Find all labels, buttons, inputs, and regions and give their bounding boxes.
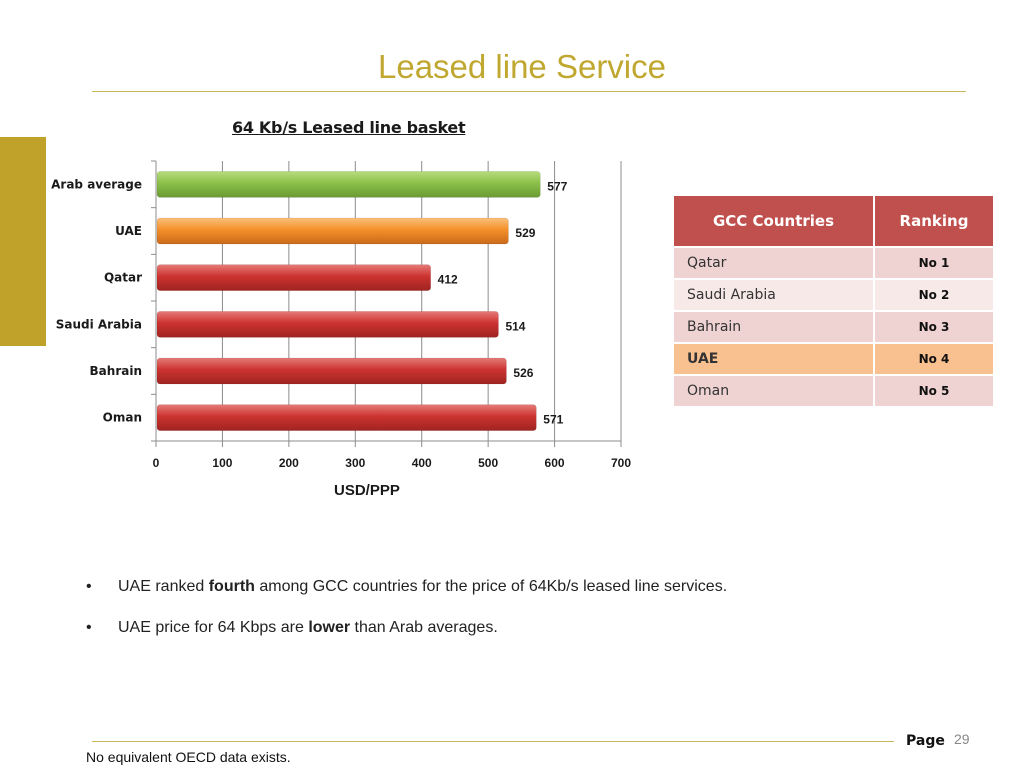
rank-cell: No 4: [875, 342, 995, 374]
page-number: 29: [954, 731, 970, 747]
rank-cell: No 1: [875, 246, 995, 278]
header-gcc-countries: GCC Countries: [674, 196, 875, 246]
data-label: 571: [543, 413, 563, 427]
bullet-text: UAE ranked: [118, 578, 209, 595]
country-cell: UAE: [674, 342, 875, 374]
ranking-header-row: GCC Countries Ranking: [674, 196, 995, 246]
accent-block: [0, 137, 46, 346]
data-label: 577: [547, 179, 567, 193]
x-tick-label: 500: [478, 456, 498, 470]
country-cell: Bahrain: [674, 310, 875, 342]
rank-cell: No 2: [875, 278, 995, 310]
data-label: 514: [505, 319, 525, 333]
x-tick-label: 100: [212, 456, 232, 470]
x-tick-label: 600: [545, 456, 565, 470]
ranking-row: Saudi Arabia No 2: [674, 278, 995, 310]
ranking-row: Oman No 5: [674, 374, 995, 406]
bullet-item: • UAE ranked fourth among GCC countries …: [86, 576, 727, 617]
footnote: No equivalent OECD data exists.: [86, 749, 291, 765]
category-label: Saudi Arabia: [56, 317, 142, 331]
rank-cell: No 3: [875, 310, 995, 342]
bullet-emphasis: fourth: [208, 578, 255, 595]
data-label: 526: [513, 366, 533, 380]
bullet-item: • UAE price for 64 Kbps are lower than A…: [86, 617, 727, 658]
bar: [156, 357, 507, 385]
chart-title: 64 Kb/s Leased line basket: [232, 118, 466, 137]
bar: [156, 264, 431, 291]
footer-divider: [92, 741, 894, 742]
x-tick-label: 0: [153, 456, 160, 470]
country-cell: Oman: [674, 374, 875, 406]
x-tick-label: 200: [279, 456, 299, 470]
category-label: Qatar: [104, 271, 142, 285]
category-label: Bahrain: [90, 364, 142, 378]
bullet-text: UAE price for 64 Kbps are: [118, 619, 309, 636]
bullet-text: than Arab averages.: [350, 619, 498, 636]
category-label: Arab average: [51, 177, 142, 191]
x-tick-label: 300: [345, 456, 365, 470]
data-label: 412: [438, 273, 458, 287]
country-cell: Saudi Arabia: [674, 278, 875, 310]
category-label: UAE: [115, 224, 142, 238]
header-ranking: Ranking: [875, 196, 995, 246]
ranking-row: Bahrain No 3: [674, 310, 995, 342]
bar: [156, 311, 499, 338]
ranking-row: Qatar No 1: [674, 246, 995, 278]
ranking-row: UAE No 4: [674, 342, 995, 374]
title-divider: [92, 91, 966, 92]
x-axis-label: USD/PPP: [334, 482, 400, 499]
bullet-marker: •: [86, 619, 92, 636]
data-label: 529: [515, 226, 535, 240]
country-cell: Qatar: [674, 246, 875, 278]
bullet-emphasis: lower: [308, 619, 351, 636]
x-tick-label: 400: [412, 456, 432, 470]
x-tick-label: 700: [611, 456, 631, 470]
page-label: Page: [906, 733, 945, 749]
category-label: Oman: [103, 411, 142, 425]
rank-cell: No 5: [875, 374, 995, 406]
bullet-list: • UAE ranked fourth among GCC countries …: [86, 576, 727, 658]
bar: [156, 217, 509, 245]
slide-title: Leased line Service: [377, 48, 666, 85]
ranking-table: GCC Countries Ranking Qatar No 1 Saudi Ara…: [674, 196, 995, 406]
bullet-text: among GCC countries for the price of 64K…: [254, 578, 728, 595]
bullet-marker: •: [86, 578, 92, 595]
bar: [156, 404, 537, 431]
bar: [156, 171, 541, 198]
